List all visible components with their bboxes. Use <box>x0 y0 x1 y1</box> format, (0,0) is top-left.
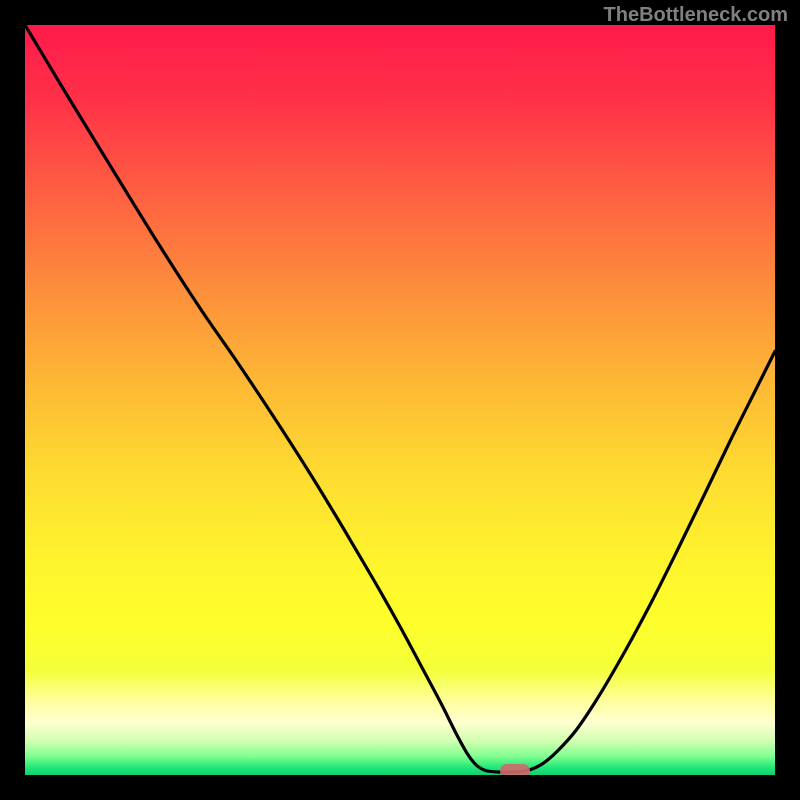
optimal-point-marker <box>500 764 530 776</box>
chart-container: TheBottleneck.com <box>0 0 800 800</box>
watermark-text: TheBottleneck.com <box>604 4 788 27</box>
plot-area <box>25 25 775 775</box>
bottleneck-curve <box>25 25 775 775</box>
